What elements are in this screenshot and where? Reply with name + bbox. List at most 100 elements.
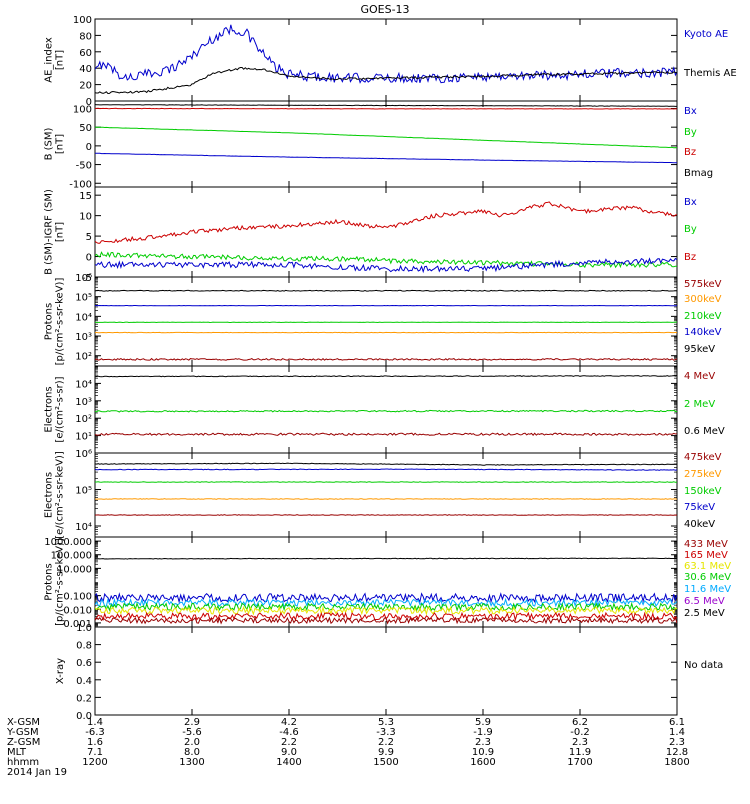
y-axis-label: [p/(cm²-s-sr-keV)]: [55, 538, 66, 626]
series-line-150kev: [95, 482, 677, 483]
y-tick-label: 10⁴: [75, 312, 92, 323]
legend-entry: Bx: [684, 106, 697, 117]
legend-entry: Bx: [684, 197, 697, 208]
legend-entry: Bz: [684, 147, 696, 158]
legend-entry: 40keV: [684, 519, 715, 530]
series-line-0-6-mev: [95, 376, 677, 377]
y-axis-label: B (SM): [44, 127, 55, 160]
series-line-2-mev: [95, 410, 677, 412]
legend-entry: 0.6 MeV: [684, 426, 725, 437]
y-tick-label: 60: [79, 48, 92, 59]
y-tick-label: 10²: [75, 352, 92, 363]
panel-frame: [95, 537, 677, 627]
x-axis-table: X-GSMY-GSMZ-GSMMLThhmm1.4-6.31.67.112002…: [6, 717, 690, 768]
y-tick-label: -100: [69, 179, 92, 190]
y-tick-label: 0.6: [76, 658, 92, 669]
legend-entry: Bmag: [684, 168, 713, 179]
legend-entry: 150keV: [684, 486, 722, 497]
series-line-by: [95, 252, 677, 267]
panel-electrons2: 10⁴10⁵10⁶Electrons[e/(cm²-s-sr-keV)]475k…: [44, 449, 722, 539]
y-tick-label: 1000.000: [44, 537, 92, 548]
y-axis-label: B (SM)-IGRF (SM): [44, 189, 55, 275]
series-line-75kev: [95, 469, 677, 470]
x-axis-value: 1200: [82, 757, 107, 768]
panel-protons1: 10²10³10⁴10⁵10⁶Protons[p/(cm²-s-sr-keV)]…: [44, 273, 722, 366]
y-tick-label: 100: [73, 104, 92, 115]
x-axis-value: 1700: [567, 757, 592, 768]
legend-entry: Themis AE: [683, 68, 737, 79]
series-line-bz: [95, 202, 677, 243]
series-line-themis-ae: [95, 68, 677, 94]
y-tick-label: 80: [79, 31, 92, 42]
series-line-bx: [95, 153, 677, 162]
y-tick-label: 0: [86, 253, 92, 264]
series-line-2-5-mev: [95, 558, 677, 559]
x-axis-value: 1400: [276, 757, 301, 768]
panel-protons2: 0.0010.0100.10010.000100.0001000.000Prot…: [44, 537, 732, 630]
legend-entry: No data: [684, 660, 723, 671]
legend-entry: 140keV: [684, 327, 722, 338]
y-axis-label: AE_index: [44, 37, 55, 83]
legend-entry: 433 MeV: [684, 539, 728, 550]
legend-entry: 475keV: [684, 452, 722, 463]
y-tick-label: 10: [79, 212, 92, 223]
y-tick-label: 0.8: [76, 641, 92, 652]
y-tick-label: 1.0: [76, 623, 92, 634]
series-line-63-1-mev: [95, 607, 677, 614]
y-tick-label: 10⁶: [75, 273, 92, 284]
y-tick-label: 0.2: [76, 693, 92, 704]
legend-entry: 575keV: [684, 279, 722, 290]
y-tick-label: 10⁴: [75, 522, 92, 533]
y-tick-label: 10⁵: [75, 486, 92, 497]
y-tick-label: 10⁴: [75, 379, 92, 390]
legend-entry: 4 MeV: [684, 371, 715, 382]
series-line-4-mev: [95, 433, 677, 435]
legend-entry: Kyoto AE: [684, 29, 728, 40]
plot-title: GOES-13: [360, 3, 409, 16]
legend-entry: 6.5 MeV: [684, 596, 725, 607]
series-line-95kev: [95, 290, 677, 291]
x-axis-value: 1800: [664, 757, 689, 768]
y-axis-label: Electrons: [44, 472, 55, 518]
y-tick-label: 15: [79, 191, 92, 202]
y-tick-label: 0: [86, 142, 92, 153]
date-label: 2014 Jan 19: [7, 767, 67, 778]
y-axis-label: X-ray: [55, 658, 66, 684]
legend-entry: By: [684, 127, 697, 138]
legend-entry: By: [684, 224, 697, 235]
x-axis-row-label: hhmm: [7, 757, 39, 768]
x-axis-value: 1300: [179, 757, 204, 768]
legend-entry: 75keV: [684, 502, 715, 513]
series-line-bz: [95, 108, 677, 109]
x-axis-value: 1600: [470, 757, 495, 768]
y-tick-label: 10¹: [75, 432, 92, 443]
legend-entry: 63.1 MeV: [684, 561, 731, 572]
y-tick-label: 10³: [75, 397, 92, 408]
legend-entry: 95keV: [684, 344, 715, 355]
y-tick-label: 10²: [75, 414, 92, 425]
y-tick-label: 40: [79, 64, 92, 75]
y-axis-label: [p/(cm²-s-sr-keV)]: [55, 278, 66, 366]
series-line-575kev: [95, 359, 677, 361]
y-tick-label: 100: [73, 15, 92, 26]
legend-entry: 11.6 MeV: [684, 584, 731, 595]
legend-entry: 30.6 MeV: [684, 572, 731, 583]
y-tick-label: 20: [79, 81, 92, 92]
y-tick-label: 0.100: [63, 592, 92, 603]
legend-entry: 2 MeV: [684, 399, 715, 410]
y-axis-label: [nT]: [55, 222, 66, 242]
legend-entry: 210keV: [684, 311, 722, 322]
y-tick-label: 10⁵: [75, 293, 92, 304]
series-line-by: [95, 127, 677, 148]
y-axis-label: [nT]: [55, 134, 66, 154]
y-tick-label: 0.010: [63, 605, 92, 616]
series-line-40kev: [95, 463, 677, 465]
y-axis-label: Protons: [44, 303, 55, 340]
legend-entry: 300keV: [684, 294, 722, 305]
